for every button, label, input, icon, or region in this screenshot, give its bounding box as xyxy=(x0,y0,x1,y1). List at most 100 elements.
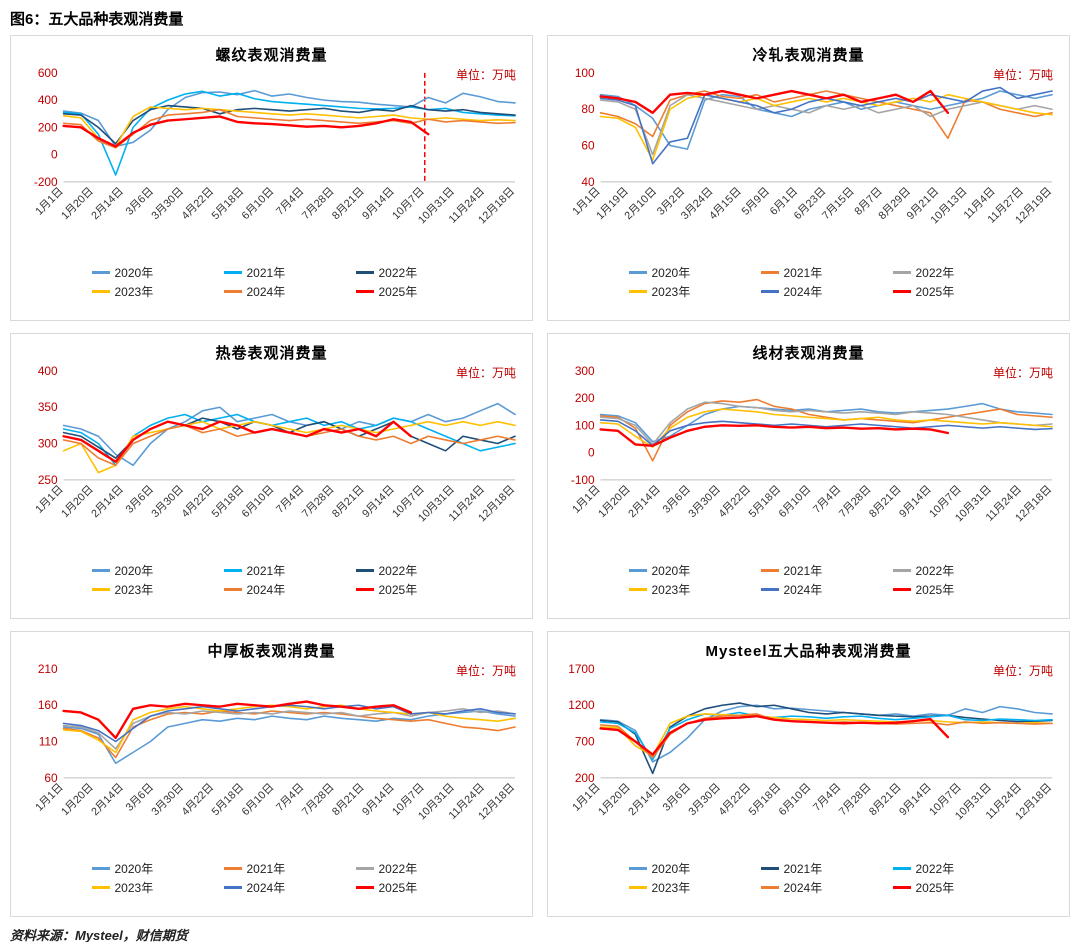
legend-label: 2020年 xyxy=(114,862,154,876)
x-tick-label: 7月28日 xyxy=(300,185,337,222)
legend-item: 2023年 xyxy=(74,581,206,598)
legend-line-swatch xyxy=(892,569,911,572)
legend-label: 2023年 xyxy=(651,285,691,299)
legend-item: 2022年 xyxy=(875,860,1007,877)
y-tick-label: 300 xyxy=(575,364,595,378)
legend-label: 2024年 xyxy=(783,881,823,895)
chart-panel-hot-coil: 热卷表观消费量 单位：万吨 400 350 300 250 1月1日 1月20日 2月14日… xyxy=(10,333,533,619)
legend-line-swatch xyxy=(355,569,374,572)
legend-line-swatch xyxy=(628,886,647,889)
legend-line-swatch xyxy=(628,271,647,274)
chart-panel-rebar: 螺纹表观消费量 单位：万吨 600 400 200 0 -200 1月1日 1月20日 2月1… xyxy=(10,35,533,321)
legend-label: 2022年 xyxy=(915,862,955,876)
y-tick-label: 1200 xyxy=(568,698,595,712)
y-tick-label: 210 xyxy=(38,662,58,676)
x-tick-label: 1月20日 xyxy=(59,781,96,818)
x-tick-label: 1月20日 xyxy=(596,781,633,818)
legend-label: 2024年 xyxy=(246,881,286,895)
legend-line-swatch xyxy=(223,569,242,572)
legend-item: 2025年 xyxy=(875,879,1007,896)
legend-item: 2023年 xyxy=(74,283,206,300)
legend-line-swatch xyxy=(355,271,374,274)
series-line-2022年 xyxy=(62,708,516,750)
legend-line-swatch xyxy=(892,271,911,274)
x-tick-label: 2月14日 xyxy=(89,185,126,222)
legend-line-swatch xyxy=(760,867,779,870)
legend-line-swatch xyxy=(760,290,779,293)
series-line-2024年 xyxy=(62,424,516,467)
legend-item: 2023年 xyxy=(611,581,743,598)
legend-label: 2022年 xyxy=(915,266,955,280)
y-tick-label: 60 xyxy=(44,771,58,785)
y-tick-label: 100 xyxy=(575,66,595,80)
y-tick-label: 110 xyxy=(39,734,58,748)
x-tick-label: 9月14日 xyxy=(360,781,397,818)
legend-line-swatch xyxy=(892,290,911,293)
unit-label: 单位：万吨 xyxy=(992,68,1053,82)
legend-label: 2024年 xyxy=(783,285,823,299)
legend-label: 2020年 xyxy=(651,564,691,578)
legend-line-swatch xyxy=(892,867,911,870)
series-line-2020年 xyxy=(599,90,1053,150)
x-tick-label: 4月22日 xyxy=(179,185,216,222)
y-tick-label: 400 xyxy=(38,364,58,378)
x-tick-label: 4月22日 xyxy=(716,781,753,818)
series-line-2025年 xyxy=(62,420,413,463)
legend-label: 2023年 xyxy=(651,881,691,895)
series-line-2021年 xyxy=(62,413,516,467)
x-tick-label: 9月14日 xyxy=(897,781,934,818)
y-tick-label: 0 xyxy=(588,446,595,460)
legend-item: 2020年 xyxy=(74,860,206,877)
legend-label: 2025年 xyxy=(915,285,955,299)
x-tick-label: 6月10日 xyxy=(240,483,277,520)
chart-title: 热卷表观消费量 xyxy=(215,345,328,362)
y-tick-label: 600 xyxy=(38,66,58,80)
legend-line-swatch xyxy=(760,569,779,572)
chart-legend: 2020年 2021年 2022年 2023年 2024年 2025年 xyxy=(72,263,472,301)
legend-item: 2025年 xyxy=(875,283,1007,300)
chart-legend: 2020年 2021年 2022年 2023年 2024年 2025年 xyxy=(609,561,1009,599)
x-tick-label: 2月14日 xyxy=(626,483,663,520)
series-line-2020年 xyxy=(62,710,516,765)
rebar-line-chart: 6004002000-2001月1日1月20日2月14日3月6日3月30日4月2… xyxy=(33,66,517,226)
legend-line-swatch xyxy=(892,588,911,591)
legend-line-swatch xyxy=(628,867,647,870)
series-line-2023年 xyxy=(62,704,516,754)
legend-line-swatch xyxy=(91,271,110,274)
x-tick-label: 9月14日 xyxy=(360,483,397,520)
series-line-2024年 xyxy=(599,419,1053,447)
legend-label: 2025年 xyxy=(915,583,955,597)
legend-item: 2025年 xyxy=(338,879,470,896)
legend-label: 2025年 xyxy=(915,881,955,895)
legend-item: 2020年 xyxy=(74,562,206,579)
y-tick-label: 400 xyxy=(38,93,58,107)
legend-item: 2021年 xyxy=(743,860,875,877)
x-tick-label: 6月10日 xyxy=(777,483,814,520)
legend-line-swatch xyxy=(355,588,374,591)
legend-item: 2024年 xyxy=(206,879,338,896)
legend-item: 2023年 xyxy=(74,879,206,896)
x-tick-label: 1月20日 xyxy=(59,483,96,520)
x-tick-label: 2月14日 xyxy=(626,781,663,818)
x-tick-label: 4月22日 xyxy=(179,483,216,520)
chart-panel-mysteel-total: Mysteel五大品种表观消费量 单位：万吨 1700 1200 700 200 1月1… xyxy=(547,631,1070,917)
legend-label: 2022年 xyxy=(378,564,418,578)
unit-label: 单位：万吨 xyxy=(455,366,516,380)
legend-line-swatch xyxy=(628,290,647,293)
x-tick-label: 4月22日 xyxy=(179,781,216,818)
x-tick-label: 7月28日 xyxy=(837,781,874,818)
chart-panel-wire-rod: 线材表观消费量 单位：万吨 300 200 100 0 -100 1月1日 1月20日 2月1… xyxy=(547,333,1070,619)
series-line-2022年 xyxy=(599,401,1053,446)
x-tick-label: 7月28日 xyxy=(300,781,337,818)
chart-panel-cold-rolled: 冷轧表观消费量 单位：万吨 100 80 60 40 1月1日 1月19日 2月10日 3月2… xyxy=(547,35,1070,321)
legend-line-swatch xyxy=(355,867,374,870)
legend-item: 2022年 xyxy=(338,264,470,281)
x-tick-label: 5月18日 xyxy=(210,781,247,818)
legend-item: 2021年 xyxy=(206,264,338,281)
legend-label: 2023年 xyxy=(651,583,691,597)
series-line-2023年 xyxy=(599,93,1053,161)
legend-item: 2021年 xyxy=(743,264,875,281)
legend-item: 2020年 xyxy=(611,562,743,579)
x-tick-label: 5月18日 xyxy=(210,185,247,222)
legend-label: 2022年 xyxy=(915,564,955,578)
